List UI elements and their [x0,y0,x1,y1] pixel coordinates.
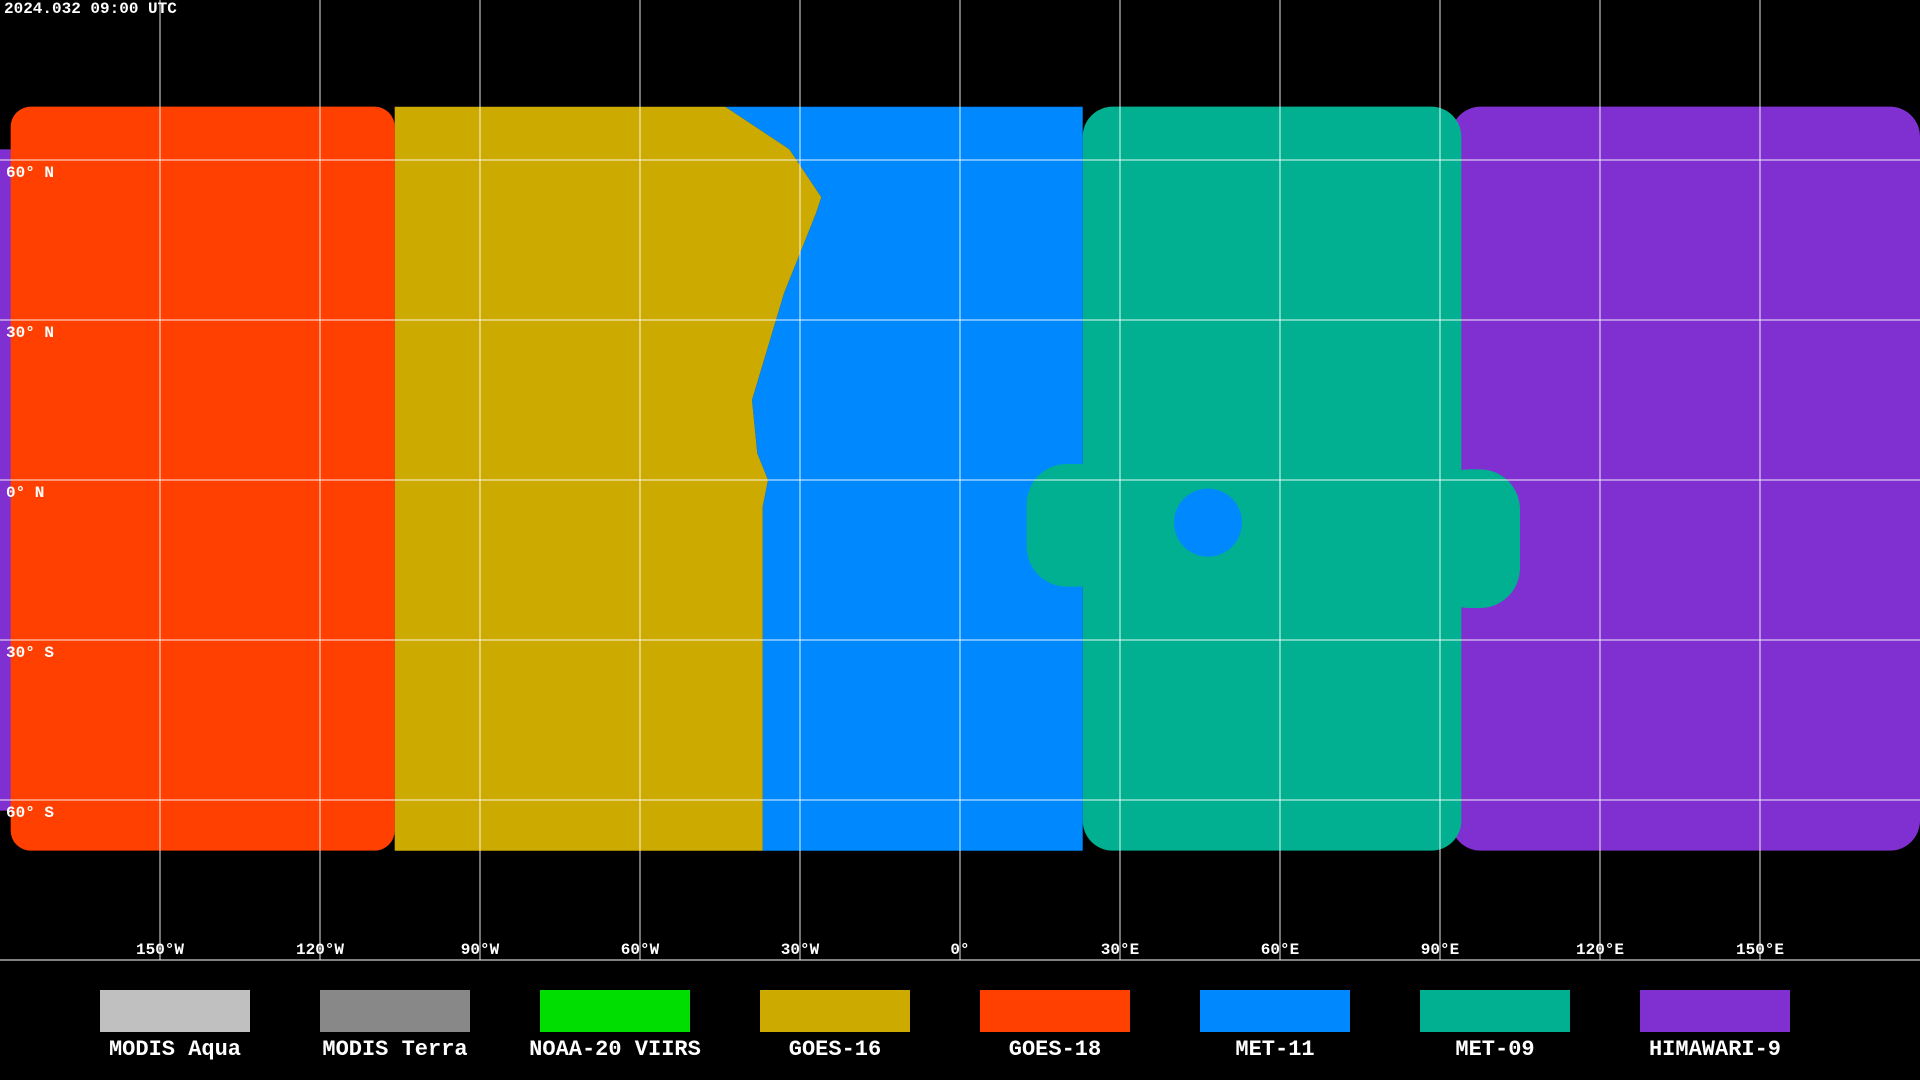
legend-swatch [980,990,1130,1032]
legend-swatch [1200,990,1350,1032]
longitude-label: 120°W [296,941,344,959]
latitude-label: 60° S [6,804,54,822]
timestamp: 2024.032 09:00 UTC [4,0,177,18]
legend-swatch [540,990,690,1032]
legend-label: MET-09 [1455,1037,1534,1062]
legend-label: GOES-16 [789,1037,881,1062]
legend-label: NOAA-20 VIIRS [529,1037,701,1062]
coverage-met09-east [1429,469,1520,608]
legend-label: HIMAWARI-9 [1649,1037,1781,1062]
latitude-label: 30° N [6,324,54,342]
legend-swatch [760,990,910,1032]
legend-label: MODIS Aqua [109,1037,241,1062]
coverage-goes18 [10,106,395,851]
legend-swatch [100,990,250,1032]
coverage-met11-spot [1174,488,1242,557]
longitude-label: 150°W [136,941,184,959]
legend-label: MET-11 [1235,1037,1314,1062]
longitude-label: 30°W [781,941,820,959]
longitude-label: 90°W [461,941,500,959]
coverage-regions [0,106,1920,851]
coverage-met11 [725,106,1083,851]
legend-label: MODIS Terra [322,1037,467,1062]
legend-swatch [1640,990,1790,1032]
graticule: 60° N 30° N 0° N 30° S 60° S 150°W 120°W 90°W 60… [0,0,1920,960]
latitude-label: 60° N [6,164,54,182]
coverage-himawari [1450,106,1920,851]
latitude-label: 0° N [6,484,44,502]
longitude-label: 90°E [1421,941,1459,959]
legend-label: GOES-18 [1009,1037,1101,1062]
legend: MODIS Aqua MODIS Terra NOAA-20 VIIRS GOES-1… [100,990,1790,1062]
coverage-goes16 [394,106,822,851]
longitude-label: 120°E [1576,941,1624,959]
longitude-label: 30°E [1101,941,1139,959]
longitude-label: 0° [950,941,969,959]
longitude-label: 60°E [1261,941,1299,959]
longitude-label: 60°W [621,941,660,959]
legend-swatch [1420,990,1570,1032]
latitude-label: 30° S [6,644,54,662]
legend-swatch [320,990,470,1032]
coverage-met09 [1082,106,1462,851]
coverage-met09-west [1026,464,1120,587]
longitude-label: 150°E [1736,941,1784,959]
